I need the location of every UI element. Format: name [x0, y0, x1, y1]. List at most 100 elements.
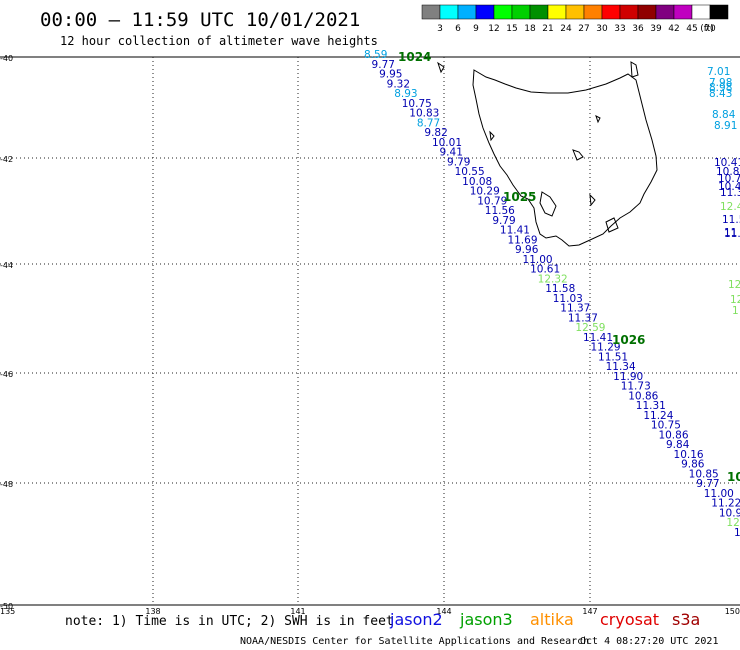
legend-label: 24 — [560, 24, 572, 34]
legend-label: 3 — [437, 24, 443, 34]
swh-value: 11.24 — [643, 410, 673, 422]
swh-value: 7.01 — [707, 66, 730, 78]
page-subtitle: 12 hour collection of altimeter wave hei… — [60, 34, 378, 48]
swh-value: 11.29 — [591, 342, 621, 354]
swh-value: 10.79 — [477, 195, 507, 207]
swh-value: 11.51 — [598, 351, 628, 363]
legend-swatch — [709, 4, 729, 20]
swh-value: 12.4 — [720, 201, 740, 213]
swh-value: 9.79 — [447, 156, 470, 168]
pass-time-label: 1026 — [612, 333, 645, 347]
lat-label: -42 — [0, 155, 13, 164]
swh-value: 10.85 — [689, 468, 719, 480]
legend-label: 12 — [488, 24, 499, 34]
tasmania-coastline — [437, 61, 658, 247]
lon-label: 150 — [725, 607, 740, 616]
legend-swatch — [565, 4, 585, 20]
color-legend: 3 6 9 12 15 18 21 24 27 30 33 36 39 42 45 70(ft) — [421, 4, 729, 34]
swh-value: 9.77 — [372, 59, 395, 71]
legend-label: 21 — [542, 24, 553, 34]
lat-label: -40 — [0, 54, 13, 63]
legend-label: 9 — [473, 24, 479, 34]
swh-value: 1 — [732, 305, 739, 317]
swh-value: 10.8 — [716, 166, 739, 178]
swh-value: 10.01 — [432, 137, 462, 149]
lat-label: -44 — [0, 261, 13, 270]
mission-name: jason3 — [459, 610, 513, 629]
pass-time-label: 1024 — [398, 50, 431, 64]
lon-label: 135 — [0, 607, 15, 616]
lon-label: 147 — [582, 607, 597, 616]
mission-name: jason2 — [389, 610, 443, 629]
swh-value: 11.31 — [636, 400, 666, 412]
mission-name: cryosat — [600, 610, 659, 629]
swh-value: 10.75 — [651, 420, 681, 432]
swh-value: 11.34 — [606, 361, 636, 373]
pass-time-label: 10 — [727, 470, 740, 484]
legend-swatch — [475, 4, 495, 20]
legend-swatch — [619, 4, 639, 20]
swh-value: 9.96 — [515, 244, 539, 256]
legend-label: (ft) — [700, 24, 714, 34]
swh-value: 8.43 — [709, 88, 732, 100]
pass-time-label: 1025 — [503, 190, 536, 204]
legend-swatch — [637, 4, 657, 20]
swh-value: 12 — [728, 279, 740, 291]
latitude-labels: -40 -42 -44 -46 -48 -50 — [0, 54, 13, 611]
swh-value: 10.86 — [628, 390, 658, 402]
lon-label: 141 — [290, 607, 305, 616]
main-satellite-track: 8.599.779.959.328.9310.7510.838.779.8210… — [364, 49, 740, 539]
swh-value: 8.59 — [364, 49, 387, 61]
swh-value: 10.61 — [530, 264, 560, 276]
legend-swatch — [547, 4, 567, 20]
lat-lon-grid — [0, 57, 740, 605]
legend-swatch — [583, 4, 603, 20]
legend-label: 36 — [632, 24, 644, 34]
footer-timestamp: Oct 4 08:27:20 UTC 2021 — [580, 636, 718, 647]
legend-label: 6 — [455, 24, 461, 34]
legend-swatch — [601, 4, 621, 20]
swh-value: 9.32 — [387, 78, 410, 90]
legend-label: 45 — [686, 24, 697, 34]
lat-label: -50 — [0, 602, 13, 611]
swh-value: 11 — [724, 227, 737, 239]
swh-value: 9.95 — [379, 69, 402, 81]
swh-value: 10.91 — [719, 507, 740, 519]
swh-value: 10.86 — [658, 429, 688, 441]
swh-value: 8.84 — [712, 109, 736, 121]
legend-swatch — [529, 4, 549, 20]
swh-value: 11.56 — [485, 205, 515, 217]
swh-value: 11.22 — [711, 498, 740, 510]
legend-label: 30 — [596, 24, 608, 34]
swh-value: 9.86 — [681, 459, 705, 471]
swh-value: 10.75 — [402, 98, 432, 110]
legend-swatch — [421, 4, 441, 20]
lon-label: 144 — [436, 607, 451, 616]
swh-value: 11.3 — [720, 187, 740, 199]
legend-label: 15 — [506, 24, 517, 34]
legend-swatch — [493, 4, 513, 20]
legend-label: 70 — [704, 24, 716, 34]
legend-swatch — [691, 4, 711, 20]
swh-value: 11.41 — [500, 225, 530, 237]
legend-swatch — [655, 4, 675, 20]
swh-value: 10.7 — [718, 173, 740, 185]
lat-label: -46 — [0, 370, 13, 379]
swh-value: 7.98 — [709, 77, 732, 89]
swh-value: 8.77 — [417, 117, 440, 129]
swh-value: 11. — [724, 228, 740, 240]
swh-value: 11.41 — [583, 332, 613, 344]
swh-value: 11.37 — [568, 312, 598, 324]
legend-label: 27 — [578, 24, 589, 34]
lon-label: 138 — [145, 607, 160, 616]
legend-label: 42 — [668, 24, 679, 34]
legend-label: 39 — [650, 24, 662, 34]
mission-legend: jason2 jason3 altika cryosat s3a — [389, 610, 700, 629]
swh-value: 11.00 — [704, 488, 734, 500]
swh-value: 9.79 — [492, 215, 515, 227]
swh-value: 8.93 — [394, 88, 417, 100]
swh-value: 11.00 — [523, 254, 553, 266]
swh-value: 12 — [730, 294, 740, 306]
swh-value: 9.77 — [696, 478, 719, 490]
legend-swatch — [511, 4, 531, 20]
